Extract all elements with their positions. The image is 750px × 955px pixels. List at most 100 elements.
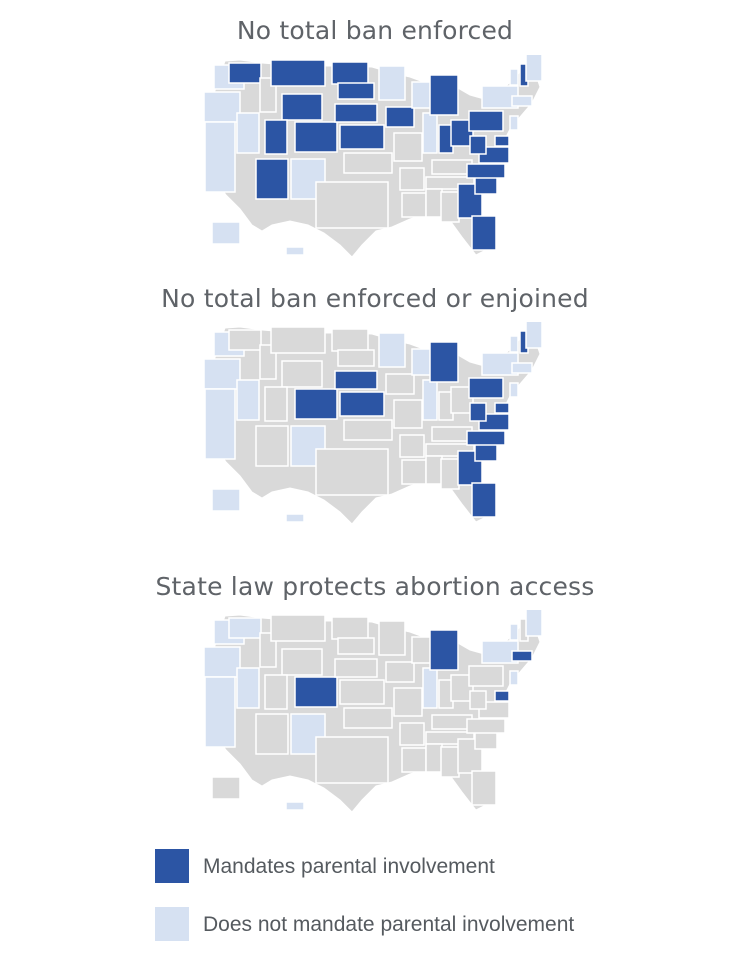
state-az: [255, 425, 289, 467]
state-co: [294, 676, 338, 708]
state-vt: [509, 68, 519, 86]
state-ms: [425, 455, 443, 485]
state-nd: [331, 61, 369, 85]
state-nv: [236, 112, 260, 154]
state-ak: [211, 776, 241, 800]
legend-label-mandates: Mandates parental involvement: [203, 855, 495, 878]
state-pa: [468, 377, 504, 399]
state-wa_n: [228, 329, 262, 351]
state-oh: [450, 119, 474, 147]
state-nv: [236, 379, 260, 421]
state-wv: [469, 402, 487, 422]
state-mo: [393, 399, 423, 429]
state-ok: [343, 707, 393, 729]
state-or: [203, 358, 241, 390]
state-mi: [429, 629, 459, 671]
us-map-2: [203, 322, 543, 525]
state-wv: [469, 690, 487, 710]
state-hi: [285, 513, 305, 523]
state-al: [440, 458, 460, 490]
state-wy: [281, 360, 323, 388]
state-me: [525, 322, 543, 349]
state-ar: [399, 167, 425, 191]
state-ca: [204, 388, 236, 460]
state-la: [401, 192, 427, 218]
legend-swatch-does-not-mandate: [155, 907, 189, 941]
state-sd_ne: [337, 82, 375, 100]
state-ar: [399, 434, 425, 458]
state-md: [494, 690, 510, 702]
state-mo: [393, 132, 423, 162]
state-wy: [281, 93, 323, 121]
state-la: [401, 459, 427, 485]
state-mn: [378, 332, 406, 368]
state-wi_n: [411, 348, 433, 376]
state-mi: [429, 341, 459, 383]
map-title-3: State law protects abortion access: [155, 572, 595, 601]
state-tx: [315, 736, 389, 784]
state-fl: [471, 482, 497, 518]
map-title-2: No total ban enforced or enjoined: [161, 284, 589, 313]
state-nc: [466, 718, 506, 734]
state-ok: [343, 419, 393, 441]
state-wv: [469, 135, 487, 155]
state-nj: [509, 382, 519, 398]
state-wa_n: [228, 62, 262, 84]
state-oh: [450, 386, 474, 414]
state-md: [494, 402, 510, 414]
state-or: [203, 646, 241, 678]
state-nv: [236, 667, 260, 709]
state-wa_n: [228, 617, 262, 639]
state-pa: [468, 110, 504, 132]
state-ct_ri_ma: [511, 95, 533, 107]
state-ut: [264, 119, 288, 155]
state-ms: [425, 743, 443, 773]
state-ak: [211, 221, 241, 245]
legend-swatch-mandates: [155, 849, 189, 883]
state-wy: [281, 648, 323, 676]
state-sd_ne: [337, 637, 375, 655]
state-mo: [393, 687, 423, 717]
state-pa: [468, 665, 504, 687]
state-ut: [264, 674, 288, 710]
state-me: [525, 55, 543, 82]
state-mn: [378, 620, 406, 656]
state-nc: [466, 163, 506, 179]
state-fl: [471, 770, 497, 806]
map-title-1: No total ban enforced: [236, 16, 514, 45]
state-vt: [509, 335, 519, 353]
state-hi: [285, 801, 305, 811]
state-mn: [378, 65, 406, 101]
state-ca: [204, 121, 236, 193]
state-al: [440, 746, 460, 778]
state-ne: [334, 103, 378, 123]
state-nc: [466, 430, 506, 446]
state-ks: [339, 391, 385, 417]
state-ky: [431, 159, 473, 175]
state-ia: [385, 373, 415, 395]
state-ms: [425, 188, 443, 218]
state-ca: [204, 676, 236, 748]
state-az: [255, 158, 289, 200]
state-ct_ri_ma: [511, 362, 533, 374]
us-map-1: [203, 55, 543, 258]
state-hi: [285, 246, 305, 256]
state-mi: [429, 74, 459, 116]
state-az: [255, 713, 289, 755]
state-mt: [270, 326, 326, 354]
state-md: [494, 135, 510, 147]
state-il: [422, 667, 438, 709]
state-co: [294, 121, 338, 153]
state-tx: [315, 181, 389, 229]
state-tx: [315, 448, 389, 496]
state-me: [525, 610, 543, 637]
state-nj: [509, 670, 519, 686]
state-ks: [339, 124, 385, 150]
state-ky: [431, 714, 473, 730]
state-ut: [264, 386, 288, 422]
state-mt: [270, 59, 326, 87]
state-ia: [385, 106, 415, 128]
state-ak: [211, 488, 241, 512]
state-nj: [509, 115, 519, 131]
state-al: [440, 191, 460, 223]
